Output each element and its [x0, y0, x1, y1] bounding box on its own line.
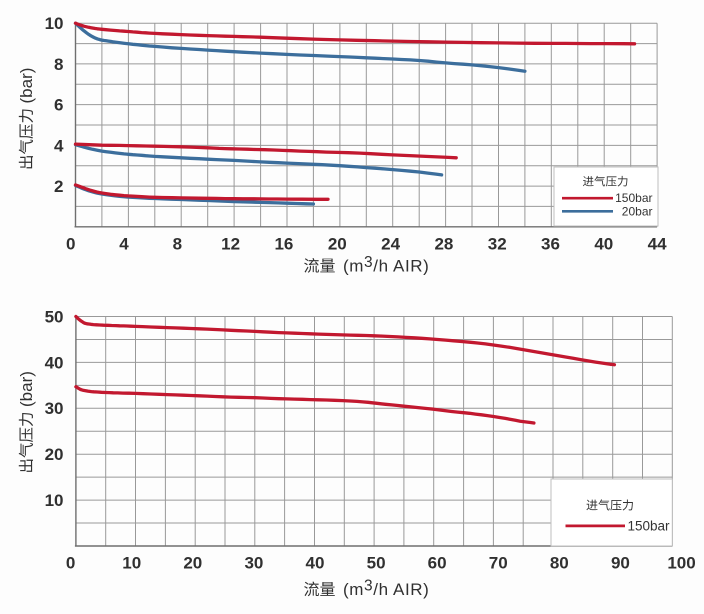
svg-text:32: 32	[488, 235, 507, 254]
svg-text:44: 44	[648, 235, 667, 254]
svg-text:30: 30	[244, 554, 263, 573]
svg-text:(m3/h AIR): (m3/h AIR)	[343, 254, 429, 276]
svg-text:12: 12	[221, 235, 240, 254]
svg-text:40: 40	[306, 554, 325, 573]
svg-text:2: 2	[54, 177, 63, 196]
svg-text:6: 6	[54, 96, 63, 115]
svg-text:36: 36	[541, 235, 560, 254]
svg-text:100: 100	[667, 554, 695, 573]
svg-text:16: 16	[274, 235, 293, 254]
svg-text:0: 0	[66, 235, 75, 254]
svg-text:(bar): (bar)	[17, 371, 36, 407]
svg-text:20: 20	[183, 554, 202, 573]
svg-text:70: 70	[489, 554, 508, 573]
svg-text:150bar: 150bar	[627, 518, 670, 533]
svg-text:20: 20	[328, 235, 347, 254]
svg-text:8: 8	[54, 55, 63, 74]
svg-text:30: 30	[45, 399, 64, 418]
svg-text:10: 10	[122, 554, 141, 573]
svg-text:28: 28	[434, 235, 453, 254]
svg-text:(m3/h AIR): (m3/h AIR)	[343, 578, 429, 600]
svg-text:80: 80	[550, 554, 569, 573]
svg-text:10: 10	[45, 491, 64, 510]
svg-text:40: 40	[45, 353, 64, 372]
svg-text:60: 60	[428, 554, 447, 573]
svg-text:8: 8	[173, 235, 182, 254]
svg-text:20: 20	[45, 445, 64, 464]
svg-text:4: 4	[54, 136, 64, 155]
svg-text:150bar: 150bar	[615, 191, 652, 205]
svg-text:(bar): (bar)	[17, 68, 36, 104]
svg-text:50: 50	[367, 554, 386, 573]
svg-text:40: 40	[594, 235, 613, 254]
svg-text:24: 24	[381, 235, 400, 254]
svg-text:90: 90	[611, 554, 630, 573]
svg-text:4: 4	[119, 235, 129, 254]
svg-text:50: 50	[45, 307, 64, 326]
svg-text:10: 10	[45, 14, 64, 33]
svg-text:20bar: 20bar	[622, 204, 653, 218]
svg-text:0: 0	[66, 554, 75, 573]
